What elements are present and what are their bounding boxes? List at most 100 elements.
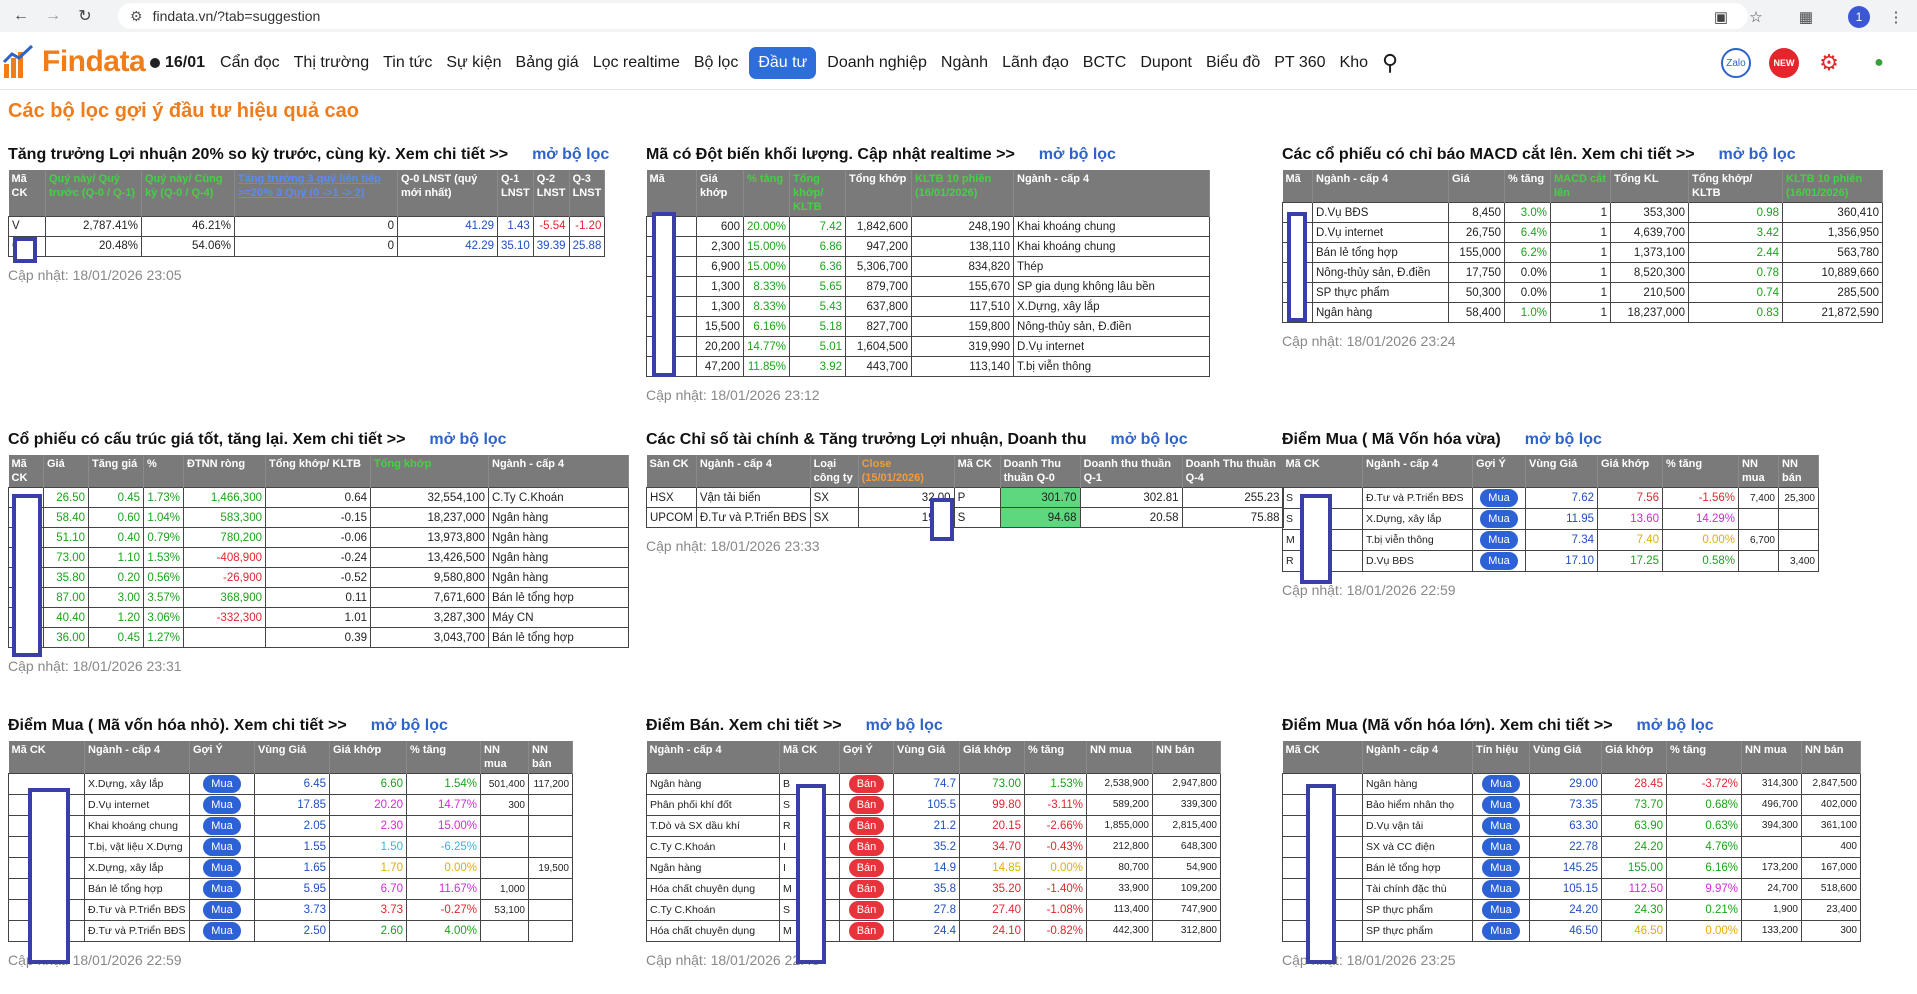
table-header[interactable]: Sàn CK	[646, 455, 697, 488]
table-row[interactable]: Hóa chất chuyên dụng M Bán 35.8 35.20 -1.40% 3…	[646, 877, 1221, 900]
buy-signal-badge[interactable]: Mua	[203, 775, 241, 793]
nav-item-11[interactable]: BCTC	[1082, 54, 1127, 71]
table-header[interactable]: Mã CK	[8, 170, 46, 216]
p1-open-filter-link[interactable]: mở bộ lọc	[532, 146, 610, 163]
table-row[interactable]: V 2,787.41% 46.21% 0 41.29 1.43 -5.54 -1.20	[8, 215, 606, 237]
menu-icon[interactable]: ⋮	[1888, 9, 1904, 26]
table-header[interactable]: Vùng Giá	[254, 741, 330, 774]
table-row[interactable]: 26.50 0.45 1.73% 1,466,300 0.64 32,554,100 C.T…	[8, 487, 629, 508]
table-header[interactable]: Mã CK	[8, 741, 85, 774]
table-header[interactable]: Mã CK	[1282, 455, 1363, 488]
table-header[interactable]: Close (15/01/2026)	[858, 455, 955, 488]
extensions-icon[interactable]: ▦	[1798, 9, 1814, 26]
nav-item-1[interactable]: Thị trường	[293, 54, 370, 71]
table-header[interactable]: Ngành - cấp 4	[696, 455, 811, 488]
table-header[interactable]: Ngành - cấp 4	[1013, 170, 1211, 217]
table-row[interactable]: 47,200 11.85% 3.92 443,700 113,140 T.bị viễn …	[646, 356, 1211, 377]
buy-signal-badge[interactable]: Mua	[203, 817, 241, 835]
nav-item-13[interactable]: Biểu đồ	[1205, 54, 1261, 71]
table-header[interactable]: Giá khớp	[1601, 741, 1667, 773]
nav-item-6[interactable]: Bộ lọc	[693, 54, 739, 71]
sell-signal-badge[interactable]: Bán	[848, 774, 885, 793]
buy-signal-badge[interactable]: Mua	[1480, 489, 1518, 507]
buy-signal-badge[interactable]: Mua	[1482, 900, 1520, 919]
table-row[interactable]: X.Dựng, xây lắp Mua 1.65 1.70 0.00% 19,500	[8, 857, 573, 879]
table-header[interactable]: Q-1 LNST	[497, 170, 534, 216]
table-row[interactable]: R D.Vụ BĐS Mua 17.10 17.25 0.58% 3,400	[1282, 550, 1819, 572]
table-row[interactable]: Bán lẻ tổng hợp Mua 5.95 6.70 11.67% 1,000	[8, 878, 573, 900]
address-bar[interactable]: ⚙ findata.vn/?tab=suggestion	[118, 3, 1748, 29]
table-header[interactable]: Q-3 LNST	[569, 170, 606, 216]
new-badge-icon[interactable]: NEW	[1769, 48, 1799, 78]
nav-item-7[interactable]: Đầu tư	[749, 47, 817, 79]
table-header[interactable]: Ngành - cấp 4	[646, 741, 780, 773]
p6-title[interactable]: Điểm Mua ( Mã Vốn hóa vừa)	[1282, 431, 1501, 448]
nav-item-2[interactable]: Tin tức	[383, 54, 433, 71]
p9-title[interactable]: Điểm Mua (Mã vốn hóa lớn). Xem chi tiết …	[1282, 717, 1613, 734]
table-header[interactable]: Mã CK	[8, 455, 44, 488]
table-row[interactable]: D.Vụ internet Mua 17.85 20.20 14.77% 300	[8, 794, 573, 816]
table-row[interactable]: 1,300 8.33% 5.43 637,800 117,510 X.Dựng, xây …	[646, 296, 1211, 317]
p5-open-filter-link[interactable]: mở bộ lọc	[1110, 431, 1188, 448]
buy-signal-badge[interactable]: Mua	[1482, 879, 1520, 898]
table-header[interactable]: Giá khớp	[959, 741, 1025, 773]
p4-open-filter-link[interactable]: mở bộ lọc	[429, 431, 507, 448]
table-header[interactable]: Ngành - cấp 4	[1362, 741, 1473, 773]
table-row[interactable]: T.Dò và SX dầu khí R Bán 21.2 20.15 -2.66% 1,8…	[646, 814, 1221, 837]
nav-item-10[interactable]: Lãnh đạo	[1002, 54, 1069, 71]
sell-signal-badge[interactable]: Bán	[848, 879, 885, 898]
buy-signal-badge[interactable]: Mua	[1480, 510, 1518, 528]
table-header[interactable]: Vùng Giá	[1525, 455, 1598, 488]
p8-open-filter-link[interactable]: mở bộ lọc	[865, 717, 943, 734]
table-header[interactable]: Q-0 LNST (quý mới nhất)	[397, 170, 498, 216]
table-row[interactable]: 20,200 14.77% 5.01 1,604,500 319,990 D.Vụ int…	[646, 336, 1211, 357]
nav-item-15[interactable]: Kho	[1339, 54, 1368, 71]
table-header[interactable]: Mã	[646, 170, 697, 217]
table-row[interactable]: 35.80 0.20 0.56% -26,900 -0.52 9,580,800 Ngân …	[8, 567, 629, 588]
buy-signal-badge[interactable]: Mua	[1482, 816, 1520, 835]
buy-signal-badge[interactable]: Mua	[1482, 837, 1520, 856]
table-row[interactable]: Bảo hiểm nhân thọ Mua 73.35 73.70 0.68% 496,7…	[1282, 793, 1861, 816]
table-row[interactable]: Tài chính đặc thù Mua 105.15 112.50 9.97% 24,…	[1282, 877, 1861, 900]
table-row[interactable]: 1,300 8.33% 5.65 879,700 155,670 SP gia dụng …	[646, 276, 1211, 297]
p8-title[interactable]: Điểm Bán. Xem chi tiết >>	[646, 717, 842, 734]
buy-signal-badge[interactable]: Mua	[1482, 795, 1520, 814]
table-row[interactable]: D.Vụ BĐS 8,450 3.0% 1 353,300 0.98 360,410	[1282, 202, 1883, 223]
table-row[interactable]: SX và CC điện Mua 22.78 24.20 4.76% 400	[1282, 835, 1861, 858]
table-header[interactable]: NN bán	[1801, 741, 1861, 773]
table-row[interactable]: Ngân hàng B Bán 74.7 73.00 1.53% 2,538,900 2,94…	[646, 772, 1221, 795]
sell-signal-badge[interactable]: Bán	[848, 837, 885, 856]
table-row[interactable]: 40.40 1.20 3.06% -332,300 1.01 3,287,300 Máy C…	[8, 607, 629, 628]
findata-logo[interactable]: Findata	[2, 44, 146, 80]
table-header[interactable]: NN bán	[528, 741, 573, 774]
table-row[interactable]: Phân phối khí đốt S Bán 105.5 99.80 -3.11% 589…	[646, 793, 1221, 816]
table-header[interactable]: KLTB 10 phiên (16/01/2026)	[1782, 170, 1883, 203]
table-header[interactable]: Gợi Ý	[1472, 455, 1526, 488]
table-header[interactable]: Quý này/ Cùng kỳ (Q-0 / Q-4)	[141, 170, 235, 216]
table-row[interactable]: 6,900 15.00% 6.36 5,306,700 834,820 Thép	[646, 256, 1211, 277]
table-header[interactable]: Tín hiệu	[1472, 741, 1530, 773]
table-row[interactable]: X.Dựng, xây lắp Mua 6.45 6.60 1.54% 501,400 11…	[8, 773, 573, 795]
buy-signal-badge[interactable]: Mua	[203, 859, 241, 877]
table-row[interactable]: D.Vụ internet 26,750 6.4% 1 4,639,700 3.42 1,3…	[1282, 222, 1883, 243]
buy-signal-badge[interactable]: Mua	[203, 838, 241, 856]
table-header[interactable]: Vùng Giá	[1529, 741, 1602, 773]
table-header[interactable]: Gợi Ý	[189, 741, 255, 774]
sell-signal-badge[interactable]: Bán	[848, 816, 885, 835]
table-row[interactable]: SP thực phẩm Mua 46.50 46.50 0.00% 133,200 300	[1282, 919, 1861, 942]
table-header[interactable]: Ngành - cấp 4	[1362, 455, 1473, 488]
p3-open-filter-link[interactable]: mở bộ lọc	[1718, 146, 1796, 163]
table-row[interactable]: 87.00 3.00 3.57% 368,900 0.11 7,671,600 Bán lẻ…	[8, 587, 629, 608]
site-settings-icon[interactable]: ⚙	[130, 7, 143, 24]
table-row[interactable]: Bán lẻ tổng hợp Mua 145.25 155.00 6.16% 173,2…	[1282, 856, 1861, 879]
table-row[interactable]: Đ.Tư và P.Triển BĐS Mua 3.73 3.73 -0.27% 53,1…	[8, 899, 573, 921]
table-row[interactable]: Ngân hàng 58,400 1.0% 1 18,237,000 0.83 21,872…	[1282, 302, 1883, 323]
table-header[interactable]: Vùng Giá	[893, 741, 960, 773]
table-header[interactable]: Tổng khớp/ KLTB	[265, 455, 371, 488]
table-header[interactable]: % tăng	[743, 170, 791, 217]
p2-title[interactable]: Mã có Đột biến khối lượng. Cập nhật real…	[646, 146, 1015, 163]
table-header[interactable]: Loại công ty	[810, 455, 859, 488]
table-header[interactable]: Giá khớp	[1597, 455, 1663, 488]
table-header[interactable]: Tổng KL	[1610, 170, 1689, 203]
